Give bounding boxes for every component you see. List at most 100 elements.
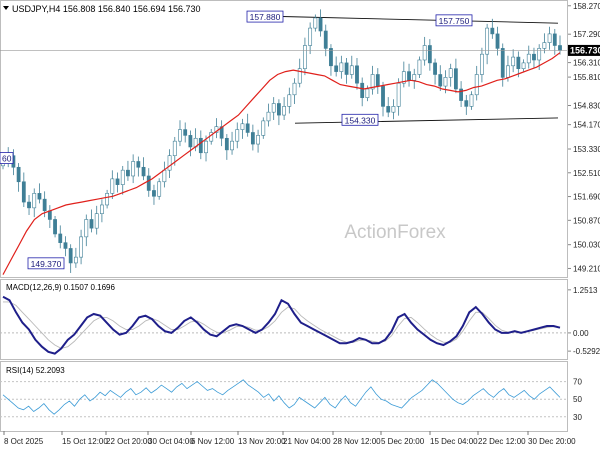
x-tick-label: 30 Oct 04:00: [148, 437, 194, 446]
candle-body: [84, 219, 89, 238]
candle-body: [412, 74, 417, 81]
candle-body: [261, 120, 266, 136]
candle-body: [401, 71, 406, 84]
candle-body: [313, 17, 318, 29]
candle-body: [47, 210, 52, 220]
candle-body: [131, 161, 136, 177]
rsi-header: RSI(14) 52.2093: [6, 366, 65, 375]
candle-body: [547, 33, 552, 43]
candle-body: [532, 53, 536, 61]
price-tick-label: 154.170: [573, 121, 600, 130]
candle-body: [438, 74, 443, 87]
candle-body: [339, 62, 344, 72]
price-tick-label: 154.830: [573, 102, 600, 111]
rsi-tick-label: 30: [573, 413, 582, 422]
candle-body: [396, 82, 401, 107]
candle-body: [537, 48, 542, 61]
candle-body: [250, 132, 255, 145]
candle-body: [167, 155, 172, 171]
candle-body: [178, 129, 182, 142]
x-tick-label: 5 Dec 20:00: [381, 437, 425, 446]
candle-body: [63, 242, 68, 249]
rsi-tick-label: 50: [573, 395, 582, 404]
candle-body: [126, 169, 130, 177]
candle-body: [94, 213, 99, 229]
macd-ticks: 1.2513 0.00 -0.5292: [0, 286, 600, 356]
candle-body: [334, 65, 339, 72]
candle-body: [521, 62, 526, 69]
candle-body: [318, 17, 323, 32]
x-tick-label: 22 Dec 12:00: [478, 437, 526, 446]
candle-body: [360, 82, 365, 98]
candle-body: [27, 201, 31, 209]
candle-body: [453, 68, 458, 90]
candle-body: [386, 106, 391, 113]
price-annotations: 157.880 157.750 154.330 149.370 60: [0, 10, 473, 270]
candle-body: [188, 135, 193, 148]
price-tick-label: 157.290: [573, 30, 600, 39]
support-line: [294, 117, 559, 124]
candle-body: [490, 27, 495, 35]
macd-tick-label: 0.00: [573, 329, 589, 338]
candle-body: [516, 56, 521, 69]
candle-body: [459, 88, 463, 101]
macd-signal-line: [3, 301, 561, 349]
candle-body: [427, 45, 432, 64]
candle-body: [42, 198, 47, 212]
candle-body: [558, 45, 562, 51]
price-ticks: 158.270 157.290 156.310 155.810 154.830 154.1…: [568, 2, 600, 273]
candle-body: [464, 100, 469, 107]
last-price-label: 156.730: [570, 45, 600, 55]
price-tick-label: 151.690: [573, 193, 600, 202]
candle-body: [287, 94, 292, 107]
candle-body: [245, 123, 250, 133]
macd-tick-label: -0.5292: [573, 347, 600, 356]
candle-body: [433, 62, 437, 75]
x-tick-label: 22 Oct 20:00: [106, 437, 152, 446]
candle-body: [172, 140, 177, 156]
candle-body: [276, 103, 281, 116]
chart-header: USDJPY,H4 156.808 156.840 156.694 156.73…: [12, 4, 201, 14]
candle-body: [365, 88, 370, 98]
price-tick-label: 153.330: [573, 145, 600, 154]
candle-body: [526, 53, 531, 64]
x-tick-label: 15 Dec 04:00: [430, 437, 478, 446]
candle-body: [162, 169, 167, 183]
header-marker-icon: [3, 6, 9, 10]
candle-body: [136, 161, 141, 168]
candle-body: [308, 27, 313, 46]
candle-body: [224, 137, 229, 151]
rsi-tick-label: 70: [573, 378, 582, 387]
candle-body: [500, 48, 505, 78]
x-tick-label: 6 Nov 12:00: [191, 437, 235, 446]
candle-body: [417, 59, 422, 75]
price-annotation-box: [341, 113, 379, 126]
x-tick-label: 28 Nov 12:00: [333, 437, 381, 446]
candle-body: [297, 68, 302, 84]
candle-body: [256, 135, 260, 145]
candle-body: [495, 33, 500, 49]
macd-panel-frame: [0, 279, 568, 360]
candles: [1, 9, 562, 273]
price-annotation-label: 157.750: [439, 16, 470, 26]
candle-body: [474, 74, 479, 96]
candle-body: [32, 193, 37, 209]
candle-body: [53, 219, 57, 235]
candle-body: [485, 27, 490, 55]
candle-body: [100, 204, 104, 214]
candle-body: [542, 42, 547, 49]
candle-body: [110, 178, 115, 194]
price-tick-label: 156.310: [573, 59, 600, 68]
candle-body: [344, 62, 349, 75]
candle-body: [323, 30, 328, 49]
price-annotation-label: 157.880: [250, 12, 281, 22]
rsi-panel-frame: [0, 361, 568, 432]
candle-body: [292, 82, 297, 96]
x-tick-label: 15 Oct 12:00: [62, 437, 108, 446]
x-tick-label: 21 Nov 04:00: [283, 437, 331, 446]
candle-body: [37, 193, 42, 200]
candle-body: [141, 166, 146, 177]
candle-body: [115, 178, 120, 185]
resistance-line: [281, 16, 559, 24]
